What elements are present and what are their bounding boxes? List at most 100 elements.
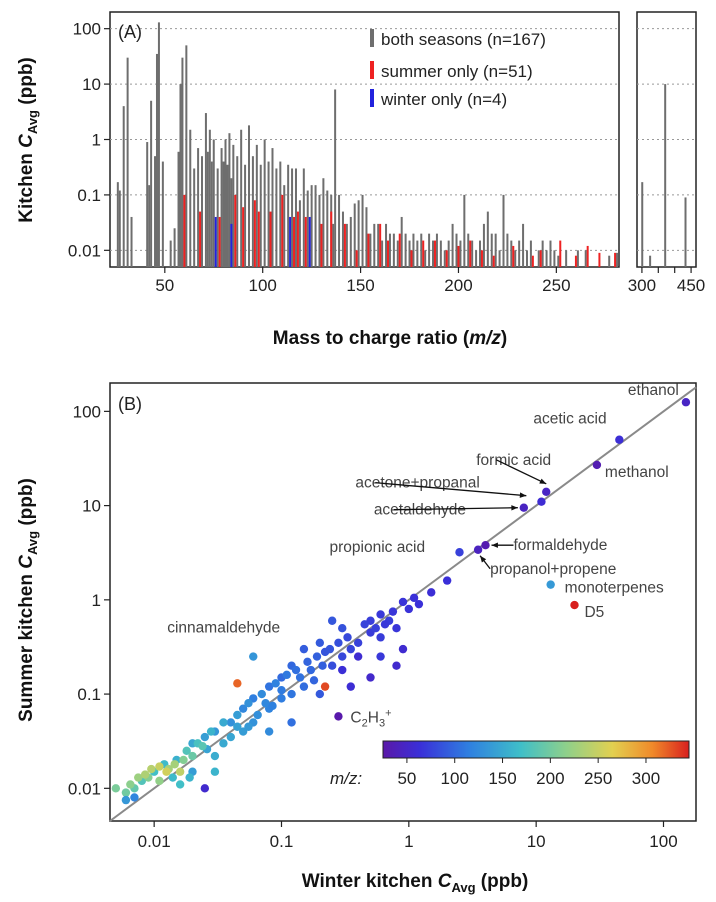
bar <box>469 240 472 267</box>
bar <box>537 250 540 267</box>
y-tick-label: 10 <box>82 497 101 516</box>
legend-swatch-winter-only <box>370 89 374 107</box>
bar <box>338 194 341 267</box>
scatter-point <box>175 780 185 789</box>
bar <box>531 255 534 267</box>
annotation-label: D5 <box>584 604 604 621</box>
bar <box>388 233 391 267</box>
bar <box>664 84 667 268</box>
bar <box>574 255 577 267</box>
y-tick-label: 0.01 <box>68 779 101 798</box>
bar <box>304 216 307 267</box>
scatter-point <box>155 776 164 786</box>
bar <box>259 164 262 267</box>
bar <box>247 125 250 267</box>
scatter-point <box>219 718 228 727</box>
bar <box>541 240 544 267</box>
scatter-point <box>380 620 390 629</box>
bar <box>386 240 389 267</box>
colorbar-tick-label: 300 <box>632 769 660 788</box>
bar <box>185 45 188 268</box>
scatter-point <box>244 722 253 731</box>
annotation-arrow <box>393 507 518 511</box>
annotation-arrow <box>495 459 547 485</box>
legend-swatch-both-seasons <box>370 29 374 47</box>
scatter-point <box>268 701 277 711</box>
scatter-point <box>481 541 490 550</box>
annotation-label: formaldehyde <box>513 537 607 554</box>
y-tick-label: 0.1 <box>77 186 101 205</box>
bar <box>224 139 227 267</box>
bar <box>308 216 311 267</box>
scatter-point <box>233 710 242 720</box>
bar <box>291 168 294 267</box>
scatter-point <box>442 576 452 585</box>
scatter-point <box>303 657 312 667</box>
scatter-point <box>210 767 220 776</box>
bar <box>206 151 209 267</box>
bar <box>357 200 360 267</box>
bar <box>518 240 521 267</box>
scatter-point <box>398 597 408 607</box>
scatter-point <box>327 616 337 625</box>
bar <box>416 240 419 267</box>
annotation-label: propionic acid <box>329 539 425 556</box>
bar <box>608 255 611 267</box>
scatter-point <box>155 762 164 771</box>
scatter-point <box>346 682 355 691</box>
bar <box>598 252 601 267</box>
scatter-point <box>398 644 408 654</box>
annotation-label: monoterpenes <box>565 580 664 597</box>
bar <box>345 223 348 267</box>
bar <box>490 233 493 267</box>
scatter-point <box>271 679 280 688</box>
bar <box>539 250 542 267</box>
scatter-point <box>238 704 248 713</box>
bar <box>506 233 509 267</box>
bar <box>208 129 211 267</box>
bar <box>130 216 133 267</box>
y-tick-label: 1 <box>92 131 101 150</box>
scatter-point <box>376 610 385 619</box>
bar <box>240 129 243 267</box>
bar <box>379 223 382 267</box>
bar <box>684 197 687 267</box>
bar <box>424 250 427 267</box>
scatter-point <box>299 682 309 691</box>
scatter-point <box>392 624 401 633</box>
bar <box>367 233 370 267</box>
bar <box>467 233 470 267</box>
bar <box>322 178 325 267</box>
bar <box>586 245 589 267</box>
bar <box>298 200 301 267</box>
scatter-point <box>388 607 398 616</box>
bar <box>218 216 221 267</box>
y-tick-label: 0.1 <box>77 685 101 704</box>
bar <box>475 250 478 267</box>
bar <box>269 211 272 267</box>
bar <box>349 216 352 267</box>
legend-label-winter-only: winter only (n=4) <box>380 90 507 109</box>
bar <box>412 233 415 267</box>
scatter-point <box>111 784 121 793</box>
bar <box>433 240 436 267</box>
bar <box>420 233 423 267</box>
scatter-point <box>519 503 529 512</box>
scatter-point <box>261 699 270 708</box>
colorbar-label: m/z: <box>330 769 362 788</box>
x-tick-label: 10 <box>527 832 546 851</box>
bar <box>341 211 344 267</box>
annotation-arrowhead <box>511 505 518 511</box>
bar <box>584 250 587 267</box>
annotation-arrowhead <box>519 492 527 498</box>
bar <box>199 211 202 267</box>
bar <box>455 233 458 267</box>
scatter-point <box>295 673 305 682</box>
annotation-label: methanol <box>605 464 669 481</box>
bar <box>257 211 260 267</box>
y-tick-label: 100 <box>73 402 101 421</box>
bar <box>230 223 233 267</box>
scatter-point <box>409 593 419 603</box>
annotation-label: formic acid <box>476 452 551 469</box>
bar <box>216 168 219 267</box>
